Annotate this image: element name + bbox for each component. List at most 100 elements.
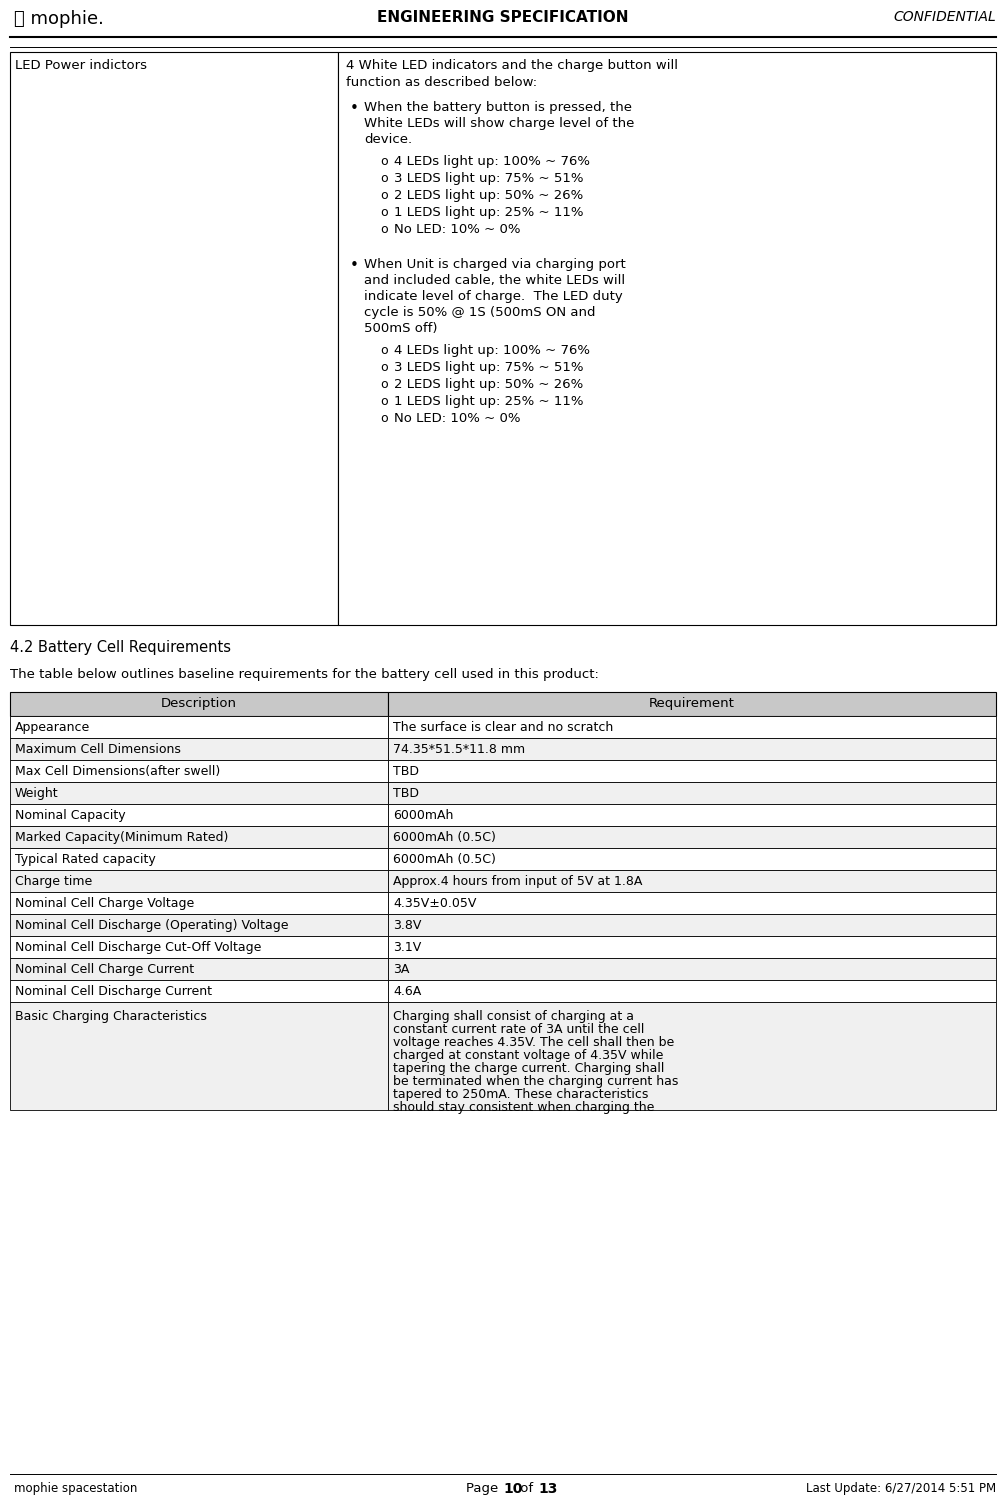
Bar [388,848,996,870]
Text: indicate level of charge.  The LED duty: indicate level of charge. The LED duty [364,291,623,303]
Bar [388,804,996,825]
Text: LED Power indictors: LED Power indictors [15,59,147,72]
Text: Appearance: Appearance [15,721,91,733]
Bar [388,691,996,715]
Text: CONFIDENTIAL: CONFIDENTIAL [893,11,996,24]
Bar [10,892,388,914]
Bar [388,715,996,738]
Bar [388,980,996,1001]
Text: and included cable, the white LEDs will: and included cable, the white LEDs will [364,274,625,288]
Text: The table below outlines baseline requirements for the battery cell used in this: The table below outlines baseline requir… [10,669,599,681]
Text: tapering the charge current. Charging shall: tapering the charge current. Charging sh… [393,1062,664,1075]
Text: o: o [380,378,387,392]
Bar [10,870,388,892]
Bar [338,53,996,625]
Text: Maximum Cell Dimensions: Maximum Cell Dimensions [15,742,181,756]
Text: 4 LEDs light up: 100% ~ 76%: 4 LEDs light up: 100% ~ 76% [394,343,590,357]
Text: device.: device. [364,133,412,146]
Text: o: o [380,343,387,357]
Text: ⒦ mophie.: ⒦ mophie. [14,11,104,29]
Text: o: o [380,223,387,236]
Text: 500mS off): 500mS off) [364,322,438,334]
Bar [10,804,388,825]
Text: 3.8V: 3.8V [393,919,422,932]
Bar [10,1001,388,1110]
Bar [10,761,388,782]
Text: be terminated when the charging current has: be terminated when the charging current … [393,1075,678,1087]
Text: 1 LEDS light up: 25% ~ 11%: 1 LEDS light up: 25% ~ 11% [394,206,583,218]
Bar [388,870,996,892]
Text: o: o [380,188,387,202]
Bar [388,738,996,761]
Text: 13: 13 [538,1482,557,1495]
Text: 6000mAh (0.5C): 6000mAh (0.5C) [393,831,496,843]
Text: Approx.4 hours from input of 5V at 1.8A: Approx.4 hours from input of 5V at 1.8A [393,875,643,889]
Text: 2 LEDS light up: 50% ~ 26%: 2 LEDS light up: 50% ~ 26% [394,188,583,202]
Text: Description: Description [161,697,237,709]
Bar [10,937,388,958]
Text: 3 LEDS light up: 75% ~ 51%: 3 LEDS light up: 75% ~ 51% [394,361,583,373]
Text: 3A: 3A [393,962,409,976]
Text: TBD: TBD [393,788,420,800]
Text: •: • [350,258,359,273]
Bar [10,715,388,738]
Text: cycle is 50% @ 1S (500mS ON and: cycle is 50% @ 1S (500mS ON and [364,306,596,319]
Bar [10,980,388,1001]
Text: o: o [380,361,387,373]
Text: Basic Charging Characteristics: Basic Charging Characteristics [15,1011,207,1023]
Bar [10,782,388,804]
Text: Nominal Cell Charge Voltage: Nominal Cell Charge Voltage [15,898,194,910]
Text: White LEDs will show charge level of the: White LEDs will show charge level of the [364,117,635,130]
Text: charged at constant voltage of 4.35V while: charged at constant voltage of 4.35V whi… [393,1050,663,1062]
Bar [388,1001,996,1110]
Text: Page: Page [467,1482,503,1495]
Text: Requirement: Requirement [649,697,735,709]
Text: o: o [380,395,387,408]
Text: ENGINEERING SPECIFICATION: ENGINEERING SPECIFICATION [377,11,629,26]
Text: 4 LEDs light up: 100% ~ 76%: 4 LEDs light up: 100% ~ 76% [394,155,590,169]
Text: mophie spacestation: mophie spacestation [14,1482,138,1495]
Text: 10: 10 [503,1482,522,1495]
Text: 6000mAh: 6000mAh [393,809,454,822]
Text: of: of [516,1482,537,1495]
Text: 1 LEDS light up: 25% ~ 11%: 1 LEDS light up: 25% ~ 11% [394,395,583,408]
Text: Typical Rated capacity: Typical Rated capacity [15,852,156,866]
Text: voltage reaches 4.35V. The cell shall then be: voltage reaches 4.35V. The cell shall th… [393,1036,674,1050]
Text: 4.6A: 4.6A [393,985,422,998]
Bar [388,892,996,914]
Text: Weight: Weight [15,788,58,800]
Text: tapered to 250mA. These characteristics: tapered to 250mA. These characteristics [393,1087,649,1101]
Text: o: o [380,172,387,185]
Bar [388,914,996,937]
Text: Last Update: 6/27/2014 5:51 PM: Last Update: 6/27/2014 5:51 PM [806,1482,996,1495]
Text: 2 LEDS light up: 50% ~ 26%: 2 LEDS light up: 50% ~ 26% [394,378,583,392]
Text: Nominal Cell Charge Current: Nominal Cell Charge Current [15,962,194,976]
Bar [10,848,388,870]
Bar [388,761,996,782]
Bar [388,958,996,980]
Text: constant current rate of 3A until the cell: constant current rate of 3A until the ce… [393,1023,645,1036]
Text: 4.2 Battery Cell Requirements: 4.2 Battery Cell Requirements [10,640,231,655]
Text: o: o [380,413,387,425]
Text: When the battery button is pressed, the: When the battery button is pressed, the [364,101,632,114]
Text: When Unit is charged via charging port: When Unit is charged via charging port [364,258,626,271]
Text: 4.35V±0.05V: 4.35V±0.05V [393,898,477,910]
Text: Marked Capacity(Minimum Rated): Marked Capacity(Minimum Rated) [15,831,228,843]
Bar [10,825,388,848]
Bar [10,738,388,761]
Text: The surface is clear and no scratch: The surface is clear and no scratch [393,721,614,733]
Text: o: o [380,206,387,218]
Text: o: o [380,155,387,169]
Text: Nominal Cell Discharge Cut-Off Voltage: Nominal Cell Discharge Cut-Off Voltage [15,941,262,953]
Text: 4 White LED indicators and the charge button will: 4 White LED indicators and the charge bu… [346,59,678,72]
Text: should stay consistent when charging the: should stay consistent when charging the [393,1101,654,1114]
Bar [10,691,388,715]
Bar [10,53,338,625]
Text: Charge time: Charge time [15,875,93,889]
Text: Max Cell Dimensions(after swell): Max Cell Dimensions(after swell) [15,765,220,779]
Text: 3.1V: 3.1V [393,941,422,953]
Text: TBD: TBD [393,765,420,779]
Bar [10,914,388,937]
Text: No LED: 10% ~ 0%: No LED: 10% ~ 0% [394,223,520,236]
Text: Charging shall consist of charging at a: Charging shall consist of charging at a [393,1011,634,1023]
